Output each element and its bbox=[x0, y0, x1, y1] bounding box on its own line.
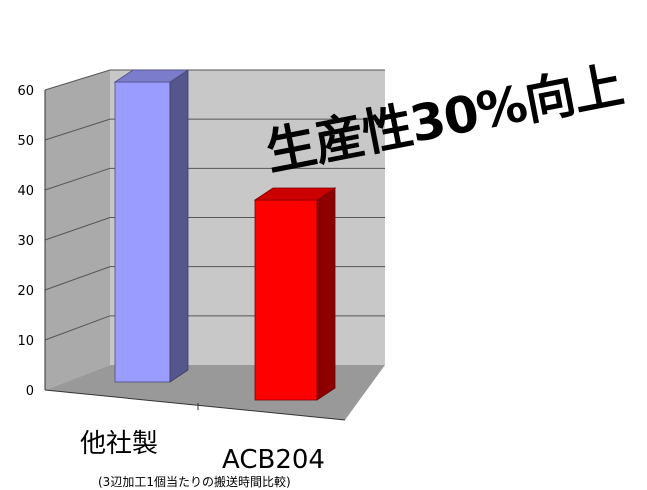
bar-ACB204 bbox=[253, 187, 337, 401]
side-wall bbox=[45, 70, 110, 390]
gridline bbox=[44, 69, 385, 91]
x-axis-line bbox=[44, 389, 346, 421]
y-tick-label: 50 bbox=[17, 134, 34, 149]
bar-top bbox=[253, 187, 337, 201]
bar-front bbox=[254, 199, 318, 401]
bar-top bbox=[113, 69, 190, 83]
category-label-acb204: ACB204 bbox=[222, 445, 325, 475]
bar-side bbox=[316, 187, 336, 401]
gridlines bbox=[44, 69, 385, 341]
category-label-others: 他社製 bbox=[80, 429, 158, 459]
y-tick-label: 20 bbox=[17, 284, 34, 299]
y-tick-label: 60 bbox=[17, 84, 34, 99]
y-tick-label: 40 bbox=[17, 184, 34, 199]
bar-side bbox=[169, 69, 189, 383]
bar-他社製 bbox=[113, 69, 190, 383]
chart-footnote: (3辺加工1個当たりの搬送時間比較) bbox=[98, 474, 291, 489]
gridline bbox=[44, 167, 385, 191]
y-tick-label: 10 bbox=[17, 334, 34, 349]
y-axis-ticks: 0 10 20 30 40 50 60 bbox=[17, 84, 34, 399]
bar-front bbox=[114, 81, 171, 383]
y-tick-label: 0 bbox=[26, 384, 34, 399]
gridline bbox=[44, 118, 385, 141]
y-tick-label: 30 bbox=[17, 234, 34, 249]
bars bbox=[113, 69, 337, 401]
